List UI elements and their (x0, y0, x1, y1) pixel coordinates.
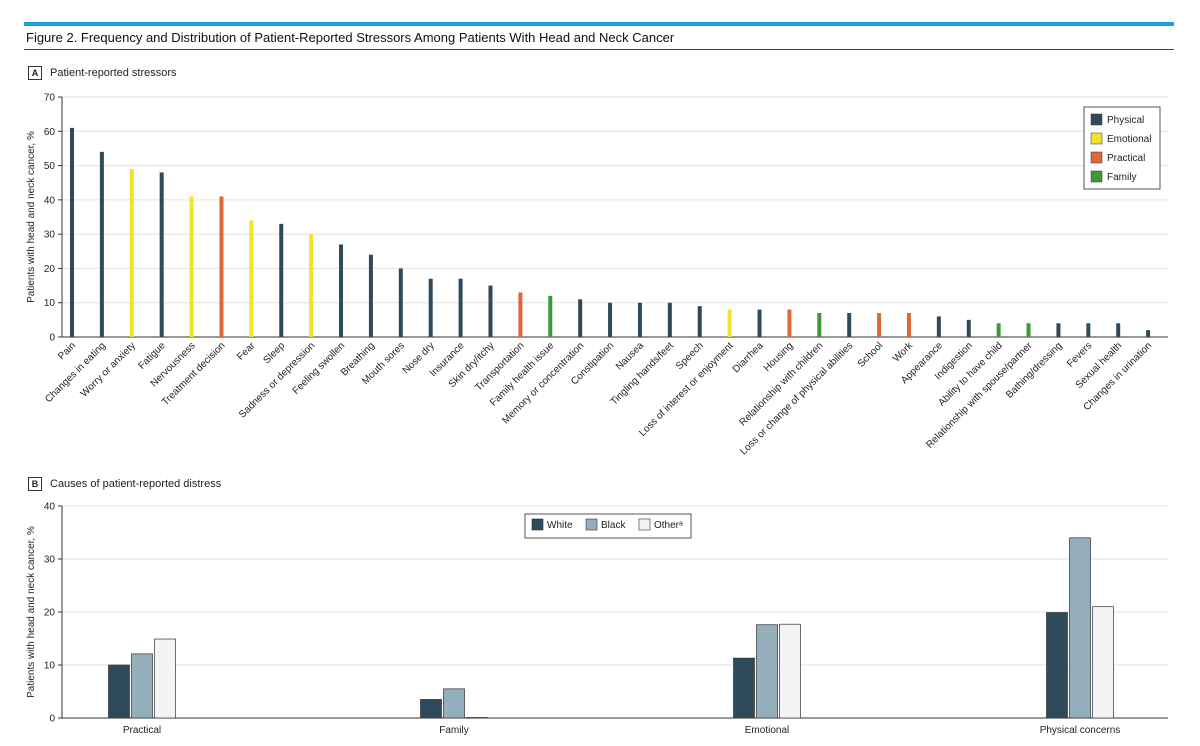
y-tick-label: 20 (44, 608, 56, 619)
y-tick-label: 40 (44, 195, 56, 206)
bar (697, 306, 702, 337)
legend-label: Practical (1107, 153, 1145, 164)
bar (99, 151, 104, 337)
bar (817, 313, 822, 337)
legend-label: Emotional (1107, 134, 1151, 145)
bar (466, 717, 488, 719)
bar (756, 624, 778, 719)
accent-bar (24, 22, 1174, 26)
bar (936, 316, 941, 337)
bar (458, 278, 463, 337)
panel-b-heading: Causes of patient-reported distress (50, 478, 222, 490)
figure-title: Figure 2. Frequency and Distribution of … (26, 30, 675, 45)
bar (189, 196, 194, 337)
bar (1086, 323, 1091, 337)
bar (159, 172, 164, 337)
y-tick-label: 30 (44, 555, 56, 566)
bar (108, 664, 130, 719)
bar (420, 699, 442, 719)
x-tick-label: Emotional (745, 725, 789, 736)
legend: White Black Otherᵃ (524, 513, 692, 539)
panel-b-letter: B (28, 477, 42, 491)
title-divider (24, 49, 1174, 50)
legend-label: Family (1107, 172, 1136, 183)
legend-swatch (1090, 113, 1103, 126)
panel-b-header: B Causes of patient-reported distress (28, 477, 221, 491)
bar (966, 319, 971, 337)
legend-swatch (1090, 151, 1103, 164)
bar (877, 313, 882, 337)
x-tick-label: Family (439, 725, 468, 736)
y-tick-label: 10 (44, 661, 56, 672)
bar (779, 623, 801, 719)
x-tick-label: Physical concerns (1040, 725, 1121, 736)
bar (847, 313, 852, 337)
legend-swatch (1090, 132, 1103, 145)
bar (1046, 612, 1068, 719)
bar (279, 223, 284, 337)
bar (578, 299, 583, 337)
y-tick-label: 50 (44, 161, 56, 172)
x-tick-label: Practical (123, 725, 161, 736)
legend-label: White (547, 520, 573, 531)
panel-a-letter: A (28, 66, 42, 80)
legend-swatch (1090, 170, 1103, 183)
panel-a-header: A Patient-reported stressors (28, 66, 177, 80)
bar (1092, 606, 1114, 719)
bar (129, 169, 134, 337)
bar (1056, 323, 1061, 337)
legend-label: Otherᵃ (654, 520, 683, 531)
bar (608, 302, 613, 337)
y-tick-label: 0 (49, 333, 55, 344)
legend: Physical Emotional Practical Family (1083, 106, 1161, 190)
bar (1069, 537, 1091, 719)
bar (733, 657, 755, 719)
bar (398, 268, 403, 337)
bar (309, 234, 314, 337)
legend-swatch (585, 518, 598, 531)
legend-label: Physical (1107, 115, 1144, 126)
bar (757, 309, 762, 337)
bar (219, 196, 224, 337)
bar (488, 285, 493, 337)
bar (249, 220, 254, 337)
panel-a-heading: Patient-reported stressors (50, 67, 177, 79)
bar (154, 638, 176, 719)
bar (518, 292, 523, 337)
y-tick-label: 60 (44, 127, 56, 138)
y-axis-label: Patients with head and neck cancer, % (26, 131, 37, 303)
y-tick-label: 70 (44, 93, 56, 104)
bar (131, 653, 153, 719)
bar (906, 313, 911, 337)
bar (548, 295, 553, 337)
y-tick-label: 30 (44, 230, 56, 241)
legend-box (524, 513, 692, 539)
y-tick-label: 20 (44, 264, 56, 275)
bar (667, 302, 672, 337)
bar (70, 127, 74, 337)
bar (727, 309, 732, 337)
bar (1116, 323, 1121, 337)
bar (428, 278, 433, 337)
legend-swatch (531, 518, 544, 531)
bar (996, 323, 1001, 337)
y-axis-label: Patients with head and neck cancer, % (26, 526, 37, 698)
bar (787, 309, 792, 337)
bar (339, 244, 344, 337)
y-tick-label: 40 (44, 502, 56, 513)
bar (443, 688, 465, 719)
legend-label: Black (601, 520, 626, 531)
legend-swatch (638, 518, 651, 531)
bar (1026, 323, 1031, 337)
y-tick-label: 10 (44, 298, 56, 309)
bar (637, 302, 642, 337)
bar (1146, 330, 1151, 337)
bar (368, 254, 373, 337)
y-tick-label: 0 (49, 714, 55, 725)
